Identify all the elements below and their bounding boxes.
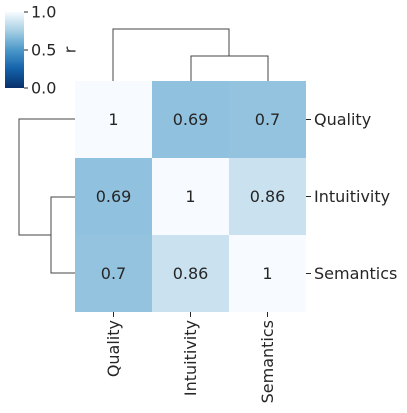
colorbar-label: r (61, 46, 80, 53)
cell-value-2-0: 0.7 (101, 264, 126, 283)
colorbar-tick-label-1: 0.5 (31, 41, 56, 60)
row-dendro-link-2-3 (50, 196, 75, 274)
heatmap-cell-1-0 (75, 158, 152, 235)
cell-value-2-1: 0.86 (173, 264, 209, 283)
colorbar (5, 12, 24, 88)
heatmap-cell-1-2 (229, 158, 306, 235)
colorbar-tick-label-2: 0.0 (31, 79, 56, 98)
cell-value-1-0: 0.69 (96, 187, 132, 206)
colorbar-tick-label-0: 1.0 (31, 3, 56, 22)
colorbar-ticks: 1.0 0.5 0.0 (24, 3, 56, 98)
row-dendro-link-1-23 (18, 118, 75, 236)
heatmap-cells: 1 0.69 0.7 0.69 1 0.86 0.7 0.86 1 (75, 81, 306, 312)
heatmap-cell-0-0 (75, 81, 152, 158)
y-axis-ticks: Quality Intuitivity Semantics (306, 110, 397, 283)
col-dendro-link-1-23 (112, 28, 230, 81)
cell-value-1-1: 1 (185, 187, 195, 206)
y-tick-label-2: Semantics (314, 264, 397, 283)
heatmap-cell-2-1 (152, 235, 229, 312)
cell-value-0-2: 0.7 (255, 110, 280, 129)
x-tick-label-0: Quality (104, 320, 123, 377)
cell-value-0-0: 1 (108, 110, 118, 129)
heatmap-cell-1-1 (152, 158, 229, 235)
x-tick-label-1: Intuitivity (181, 320, 200, 396)
row-dendrogram (18, 118, 75, 274)
y-tick-label-0: Quality (314, 110, 371, 129)
cell-value-0-1: 0.69 (173, 110, 209, 129)
cell-value-1-2: 0.86 (250, 187, 286, 206)
heatmap-cell-0-2 (229, 81, 306, 158)
col-dendro-link-2-3 (190, 55, 269, 81)
x-axis-ticks: Quality Intuitivity Semantics (104, 312, 277, 403)
heatmap-cell-0-1 (152, 81, 229, 158)
cell-value-2-2: 1 (262, 264, 272, 283)
x-tick-label-2: Semantics (258, 320, 277, 403)
y-tick-label-1: Intuitivity (314, 187, 390, 206)
heatmap-cell-2-2 (229, 235, 306, 312)
heatmap-cell-2-0 (75, 235, 152, 312)
column-dendrogram (112, 28, 269, 81)
